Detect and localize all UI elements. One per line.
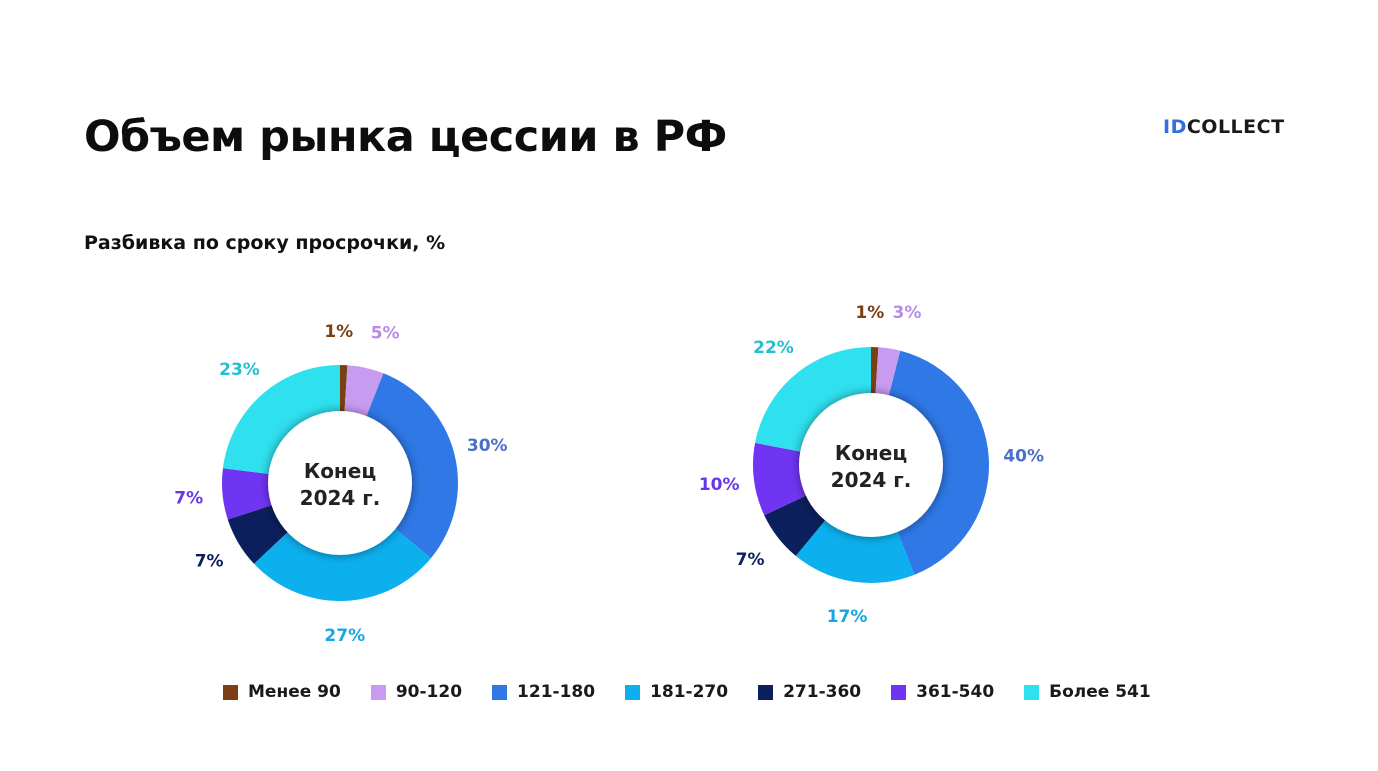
legend-swatch — [891, 684, 907, 700]
data-label: 7% — [174, 488, 203, 508]
legend-swatch — [625, 684, 641, 700]
donut-hole — [799, 393, 943, 537]
center-label-line1: Конец — [835, 441, 907, 465]
legend-item: 181-270 — [625, 682, 728, 702]
donut-chart-right: 1% 3% 40% 17% 7% 10% 22% Конец 2024 г. — [699, 303, 1044, 627]
legend-label: 121-180 — [517, 682, 596, 702]
data-label: 3% — [892, 303, 921, 323]
data-label: 7% — [736, 550, 765, 570]
page-title: Объем рынка цессии в РФ — [84, 112, 727, 162]
data-label: 17% — [827, 607, 868, 627]
legend-swatch — [223, 684, 238, 700]
legend-item: 361-540 — [891, 682, 994, 702]
logo-id-part: ID — [1163, 116, 1187, 138]
legend-label: 90-120 — [395, 682, 463, 702]
legend-item: Менее 90 — [223, 682, 341, 702]
donut-hole — [268, 411, 412, 555]
legend-label: 181-270 — [650, 682, 729, 702]
data-label: 1% — [855, 303, 884, 323]
chart-subtitle: Разбивка по сроку просрочки, % — [84, 232, 446, 254]
idcollect-logo: IDCOLLECT — [1163, 115, 1285, 139]
legend-item: Более 541 — [1024, 682, 1151, 702]
data-label: 40% — [1003, 446, 1044, 466]
legend-label: 361-540 — [916, 682, 995, 702]
legend-label: Более 541 — [1049, 682, 1151, 702]
center-label-line1: Конец — [304, 459, 376, 483]
legend-swatch — [492, 684, 508, 700]
data-label: 27% — [324, 626, 365, 646]
legend-swatch — [1024, 684, 1040, 700]
data-label: 1% — [324, 322, 353, 342]
legend-item: 271-360 — [758, 682, 861, 702]
center-label-line2: 2024 г. — [831, 468, 912, 492]
chart-legend: Менее 90 90-120 121-180 181-270 271-360 361-5… — [223, 679, 1181, 705]
data-label: 7% — [195, 551, 224, 571]
legend-label: Менее 90 — [248, 682, 341, 702]
logo-collect-part: COLLECT — [1186, 116, 1285, 138]
legend-item: 90-120 — [370, 682, 463, 702]
donut-chart-left: 1% 5% 30% 27% 7% 7% 23% Конец 2024 г. — [174, 322, 507, 646]
legend-swatch — [370, 684, 386, 700]
data-label: 10% — [699, 475, 740, 495]
data-label: 5% — [371, 324, 400, 344]
data-label: 23% — [219, 360, 260, 380]
legend-item: 121-180 — [492, 682, 595, 702]
legend-label: 271-360 — [783, 682, 862, 702]
center-label-line2: 2024 г. — [300, 486, 381, 510]
data-label: 22% — [753, 338, 794, 358]
data-label: 30% — [467, 436, 508, 456]
legend-swatch — [758, 684, 774, 700]
